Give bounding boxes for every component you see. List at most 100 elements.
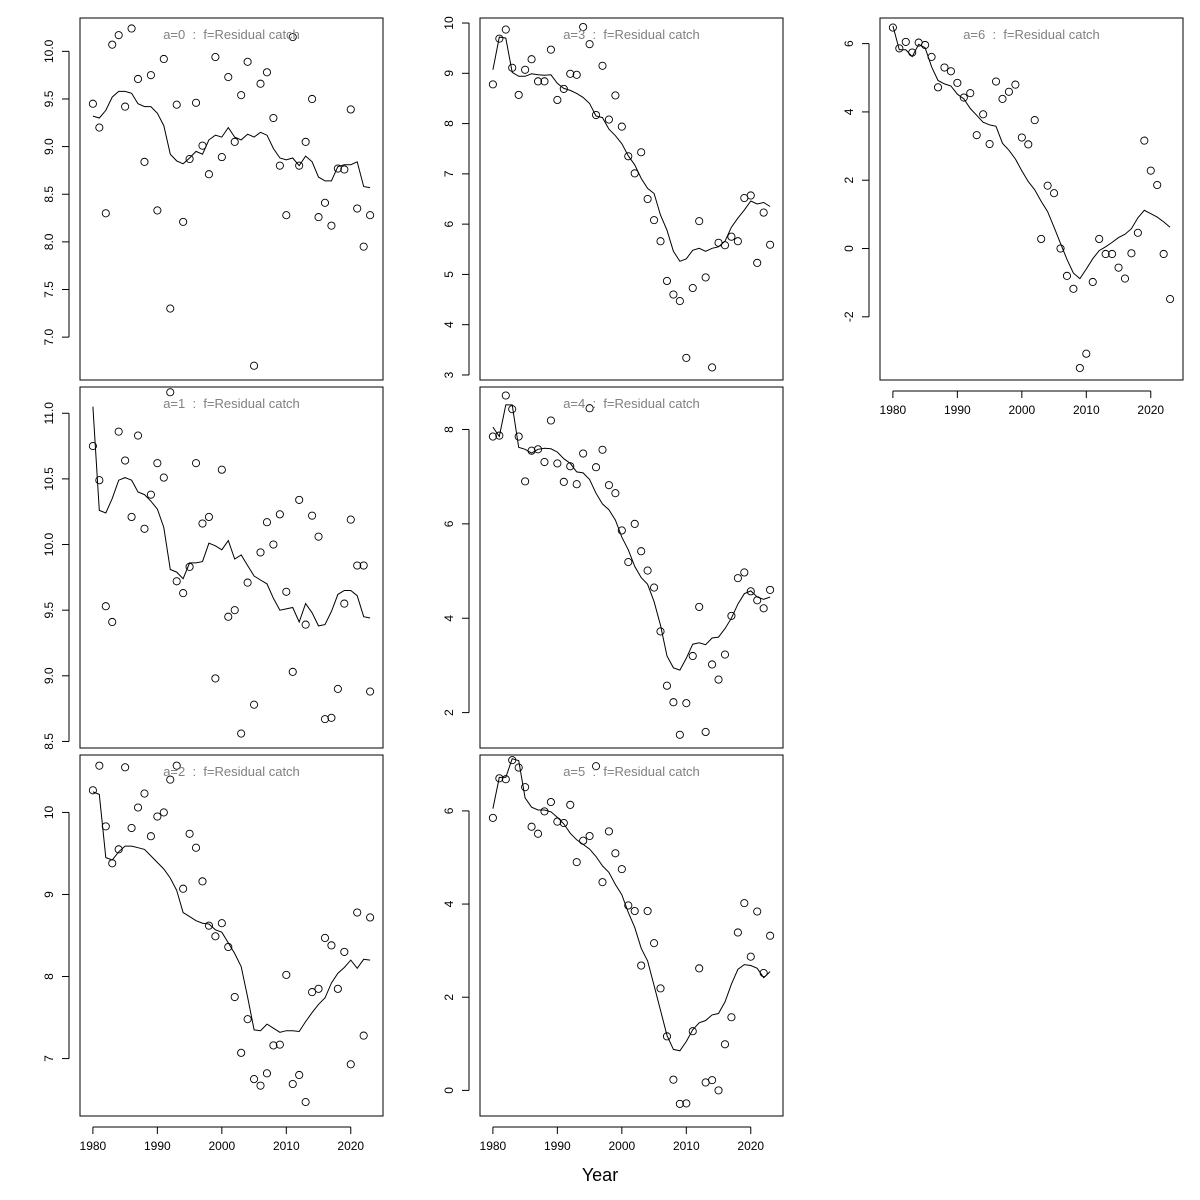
observation-point [308,94,317,104]
observation-point [991,77,1001,86]
observation-point [88,786,97,795]
observation-point [682,1099,691,1108]
observation-point [179,217,188,226]
fitted-line [92,406,371,627]
y-tick-label: 9.5 [42,601,56,618]
observation-point [662,276,672,286]
panel-title: a=0 : f=Residual catch [163,27,300,42]
observation-point [198,519,207,528]
observation-point [720,1040,730,1049]
panel-title: a=3 : f=Residual catch [563,27,700,42]
observation-point [533,829,543,838]
observation-point [650,583,659,592]
observation-point [585,40,594,49]
observation-point [669,698,678,707]
x-tick-label: 2000 [608,1139,635,1153]
observation-point [262,518,272,527]
observation-point [1069,284,1078,293]
observation-point [166,304,175,313]
y-tick-label: 9.5 [42,90,56,107]
figure-xlabel: Year [582,1165,618,1185]
observation-point [243,1015,252,1024]
y-tick-label: 8 [442,120,456,127]
observation-point [204,921,213,930]
observation-point [669,1075,678,1084]
observation-point [275,161,284,170]
plot-frame [479,386,784,749]
observation-point [1082,349,1091,358]
observation-point [598,61,607,70]
fitted-line [92,90,371,189]
observation-point [533,445,543,454]
observation-point [114,31,123,40]
observation-point [140,789,149,798]
observation-point [250,1075,259,1084]
observation-point [946,67,955,76]
observation-point [166,388,175,397]
y-tick-label: 2 [842,177,856,184]
observation-point [553,459,562,468]
observation-point [101,602,110,611]
observation-point [121,763,130,772]
observation-point [1004,87,1013,96]
observation-point [1030,116,1039,125]
observation-point [708,660,717,669]
observation-point [953,78,962,87]
observation-point [172,100,181,109]
observation-point [198,877,207,886]
observation-point [495,774,504,783]
observation-point [108,40,117,49]
observation-point [514,90,523,99]
observation-point [972,131,981,140]
observation-point [95,476,104,485]
observation-point [314,984,323,993]
observation-point [514,432,523,441]
y-tick-label: 9 [42,891,56,898]
observation-point [204,512,213,522]
observation-point [901,37,910,46]
observation-point [314,213,323,222]
observation-point [591,110,601,120]
observation-point [617,526,626,535]
observation-point [191,843,201,852]
observation-point [746,952,755,961]
observation-point [275,510,284,519]
x-tick-label: 1990 [544,1139,571,1153]
observation-point [624,152,633,161]
y-tick-label: 7.5 [42,281,56,298]
observation-point [669,290,678,299]
observation-point [333,984,342,993]
observation-point [727,611,736,620]
observation-point [527,822,536,831]
observation-point [521,477,530,486]
observation-point [740,899,749,908]
y-tick-label: 3 [442,371,456,378]
observation-point [230,606,239,615]
observation-point [237,1048,246,1057]
observation-point [682,699,691,708]
observation-point [566,800,575,809]
fitted-line [492,404,771,671]
y-tick-label: 2 [442,709,456,716]
observation-point [643,194,652,204]
observation-point [114,845,123,854]
observation-point [101,209,110,218]
y-tick-label: 9.0 [42,667,56,684]
observation-point [275,1040,284,1049]
observation-point [611,489,620,498]
observation-point [191,98,201,107]
observation-point [256,1081,265,1090]
observation-point [559,477,568,486]
observation-point [720,650,730,659]
observation-point [179,884,188,893]
x-tick-label: 1980 [80,1139,107,1153]
observation-point [320,933,330,943]
observation-point [611,849,620,858]
y-tick-label: 8 [42,973,56,980]
y-tick-label: 4 [442,321,456,328]
observation-point [185,154,194,164]
observation-point [295,1070,304,1080]
observation-point [353,561,362,570]
observation-point [566,69,575,78]
observation-point [166,775,175,784]
